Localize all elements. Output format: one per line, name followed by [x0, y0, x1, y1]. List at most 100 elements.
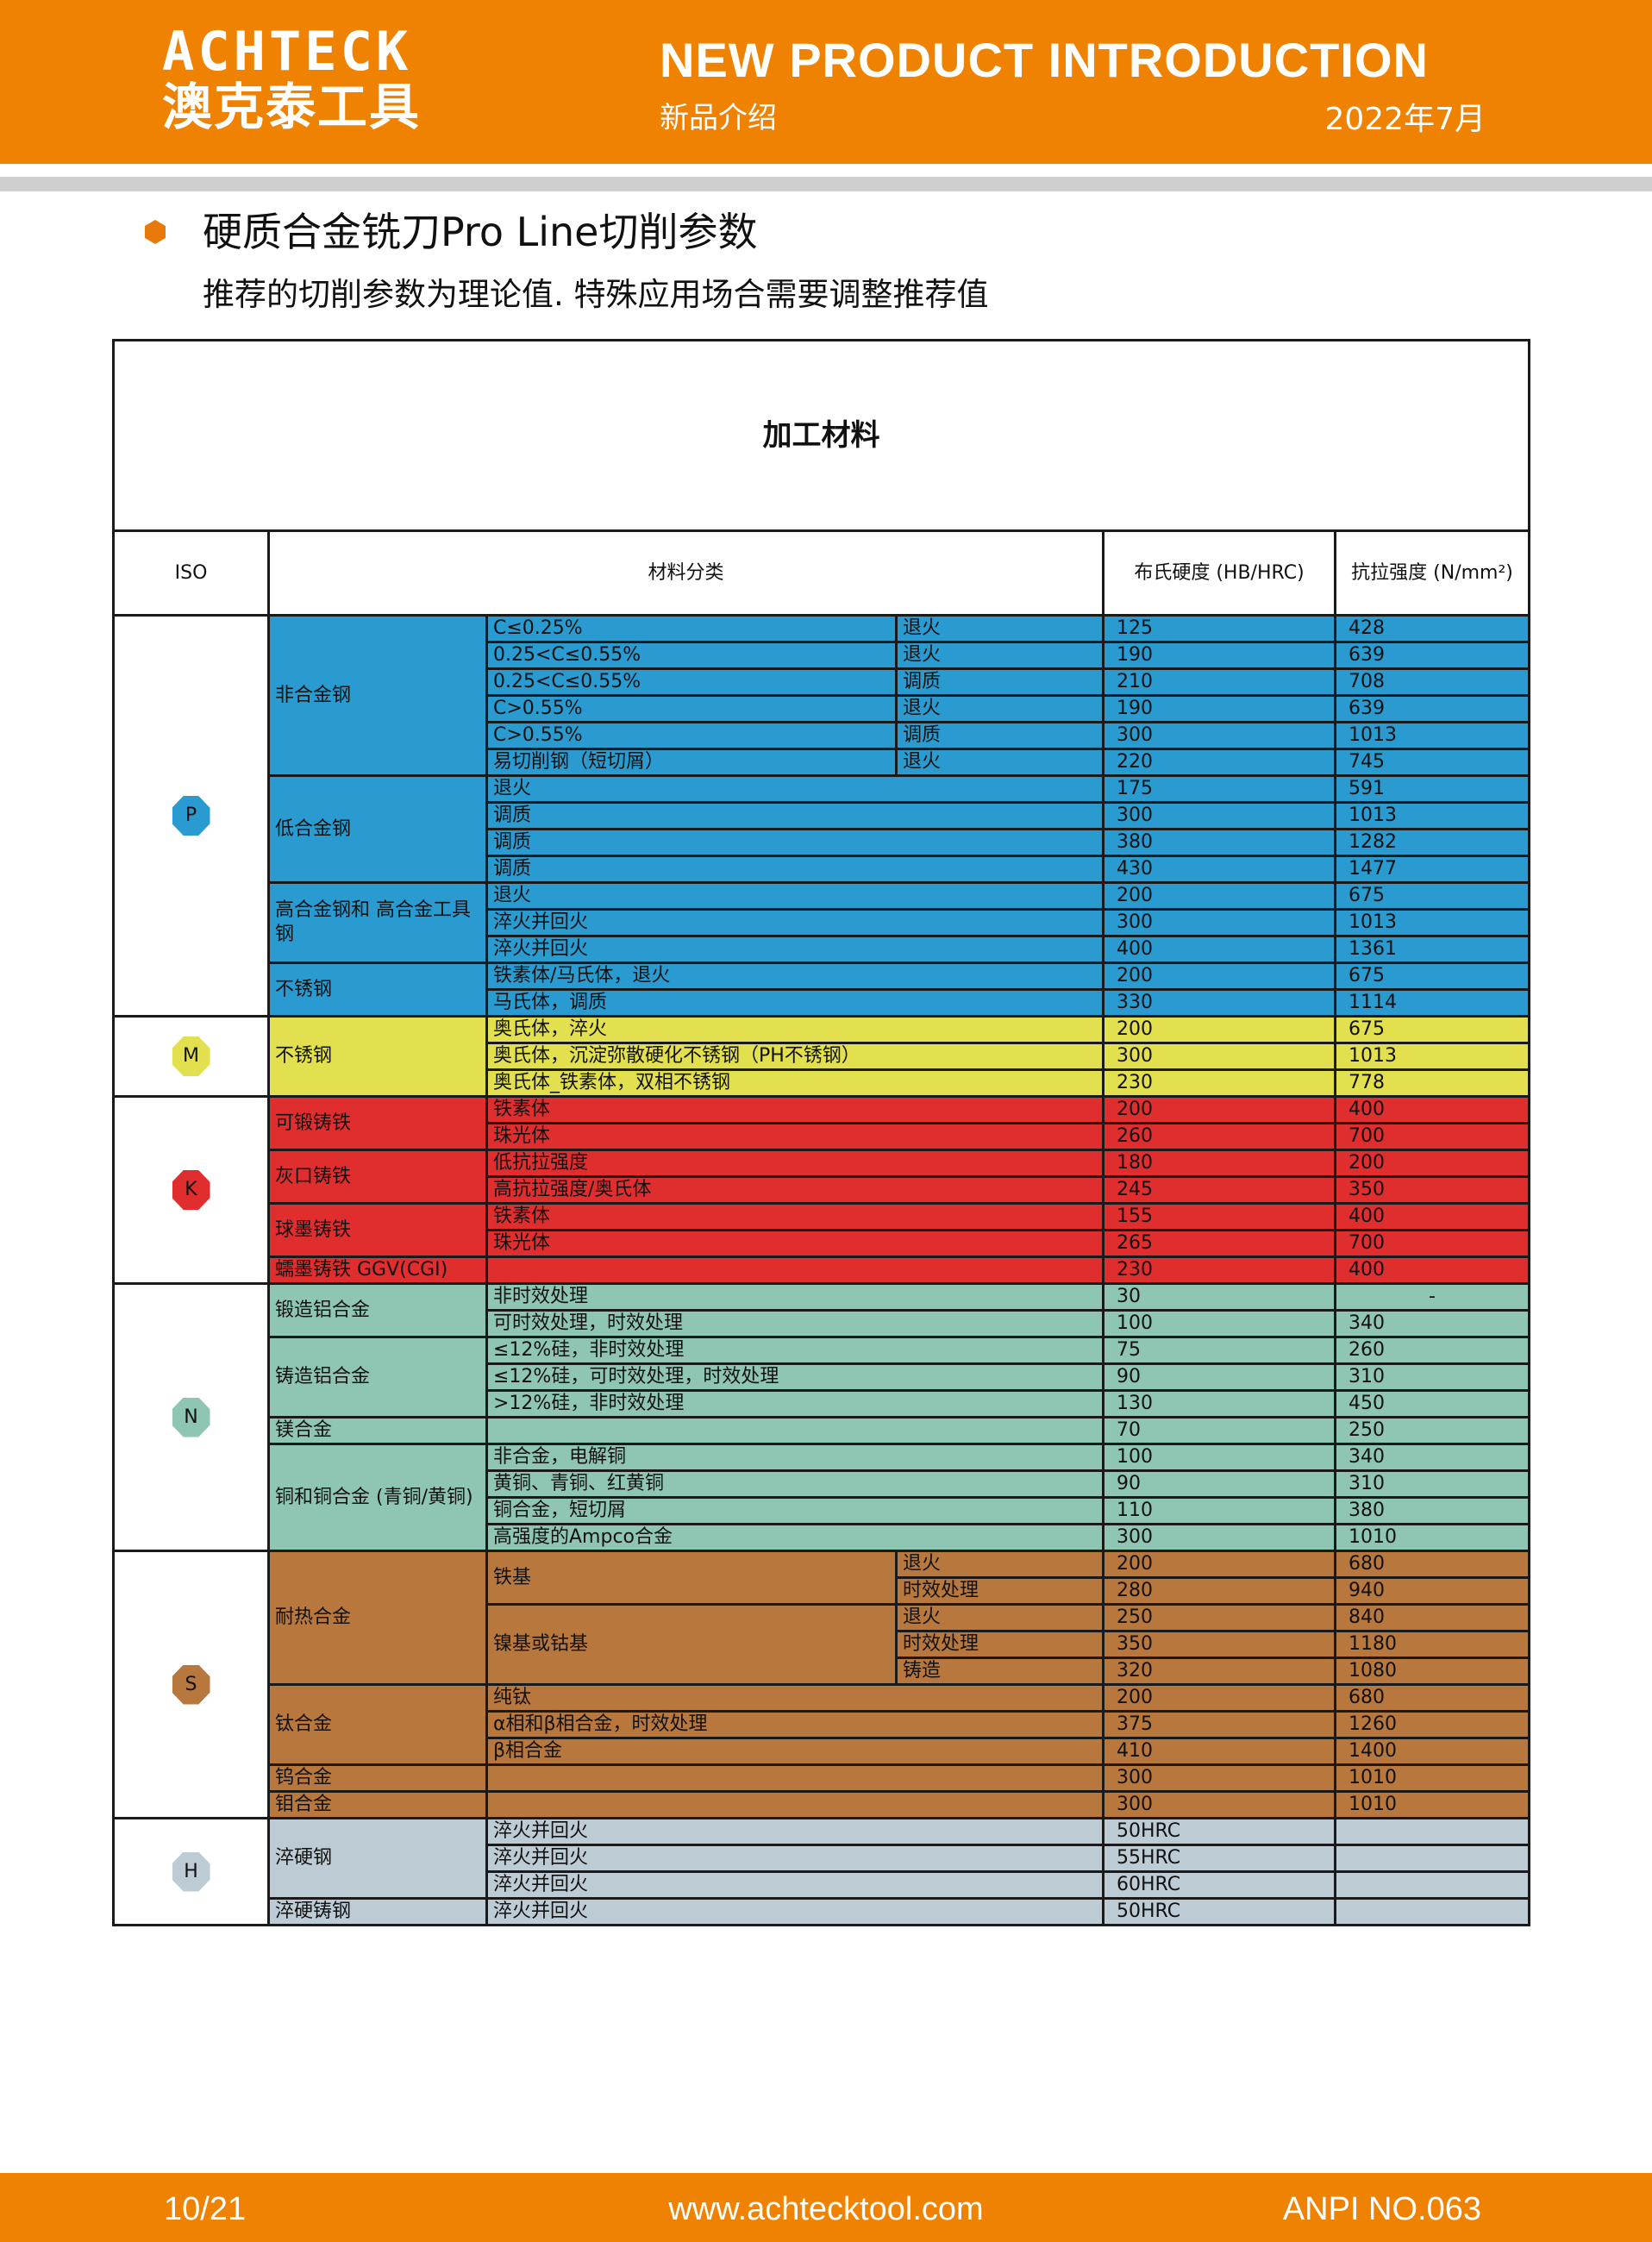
tensile-strength-value: 1361: [1333, 935, 1531, 964]
material-category: 不锈钢: [267, 961, 488, 1018]
document-number: ANPI NO.063: [1282, 2191, 1481, 2227]
table-row: 0.25<C≤0.55% 调质 210 708: [114, 667, 1531, 697]
tensile-strength-value: 700: [1333, 1122, 1531, 1151]
hardness-value: 245: [1102, 1175, 1336, 1205]
tensile-strength-value: 745: [1333, 748, 1531, 777]
hardness-value: 350: [1102, 1630, 1336, 1659]
table-row: 低合金钢 退火 175 591: [114, 774, 1531, 884]
table-row: 时效处理 350 1180: [114, 1630, 1531, 1659]
tensile-strength-value: 1080: [1333, 1656, 1531, 1686]
table-row: 钼合金 300 1010: [114, 1790, 1531, 1819]
heat-treatment: 时效处理: [895, 1630, 1104, 1659]
table-row: 珠光体 260 700: [114, 1122, 1531, 1151]
tensile-strength-value: 450: [1333, 1389, 1531, 1418]
logo-english: ACHTECK: [162, 20, 412, 83]
table-row: 调质 300 1013: [114, 801, 1531, 830]
material-category: 钨合金: [267, 1763, 488, 1793]
table-row: 黄铜、青铜、红黄铜 90 310: [114, 1469, 1531, 1499]
hardness-value: 190: [1102, 641, 1336, 670]
iso-m-badge-icon: M: [172, 1036, 210, 1076]
hardness-value: 155: [1102, 1202, 1336, 1231]
table-row: M 不锈钢 奥氏体，淬火 200 675: [112, 1015, 1531, 1098]
material-category: 铜和铜合金 (青铜/黄铜): [267, 1443, 488, 1552]
material-subcategory: 珠光体: [485, 1122, 1104, 1151]
iso-p-badge-icon: P: [172, 796, 210, 836]
iso-cell: K: [112, 1095, 270, 1285]
material-subcategory: 铁素体: [485, 1095, 1104, 1124]
hardness-value: 230: [1102, 1256, 1336, 1285]
tensile-strength-value: -: [1333, 1282, 1531, 1312]
header-title-cn: 新品介绍: [660, 101, 777, 135]
table-caption-row: 加工材料: [111, 339, 1531, 532]
table-row: α相和β相合金，时效处理 375 1260: [114, 1710, 1531, 1739]
material-subcategory: β相合金: [485, 1737, 1104, 1766]
material-subcategory: 珠光体: [485, 1229, 1104, 1258]
hardness-value: 300: [1102, 1763, 1336, 1793]
material-subcategory: C>0.55%: [485, 721, 898, 750]
heat-treatment: 铸造: [895, 1656, 1104, 1686]
hardness-value: 300: [1102, 1523, 1336, 1552]
material-subcategory: 淬火并回火: [485, 908, 1104, 937]
hexagon-bullet-icon: [145, 220, 166, 244]
tensile-strength-value: 380: [1333, 1496, 1531, 1525]
tensile-strength-value: [1333, 1817, 1531, 1846]
tensile-strength-value: 350: [1333, 1175, 1531, 1205]
tensile-strength-value: 1282: [1333, 828, 1531, 857]
tensile-strength-value: 1400: [1333, 1737, 1531, 1766]
tensile-strength-value: 778: [1333, 1068, 1531, 1098]
material-subcategory: [485, 1790, 1104, 1819]
header-iso: ISO: [112, 529, 270, 617]
hardness-value: 175: [1102, 774, 1336, 804]
heat-treatment: 调质: [895, 667, 1104, 697]
tensile-strength-value: 1114: [1333, 988, 1531, 1018]
material-subcategory: C≤0.25%: [485, 614, 898, 643]
hardness-value: 55HRC: [1102, 1844, 1336, 1873]
table-row: 淬火并回火 60HRC: [114, 1870, 1531, 1900]
table-row: 马氏体，调质 330 1114: [114, 988, 1531, 1018]
hardness-value: 190: [1102, 694, 1336, 723]
hardness-value: 200: [1102, 961, 1336, 991]
material-category: 灰口铸铁: [267, 1149, 488, 1205]
hardness-value: 100: [1102, 1443, 1336, 1472]
iso-cell: N: [112, 1282, 270, 1552]
hardness-value: 380: [1102, 828, 1336, 857]
table-row: 镍基或钴基 退火 250 840: [114, 1603, 1531, 1686]
table-row: 易切削钢（短切屑） 退火 220 745: [114, 748, 1531, 777]
tensile-strength-value: 1013: [1333, 721, 1531, 750]
tensile-strength-value: [1333, 1844, 1531, 1873]
tensile-strength-value: 1010: [1333, 1523, 1531, 1552]
table-row: 高强度的Ampco合金 300 1010: [114, 1523, 1531, 1552]
hardness-value: 180: [1102, 1149, 1336, 1178]
website-link[interactable]: www.achtecktool.com: [668, 2191, 984, 2227]
table-row: N 锻造铝合金 非时效处理 30-: [112, 1282, 1531, 1552]
hardness-value: 200: [1102, 881, 1336, 911]
tensile-strength-value: 428: [1333, 614, 1531, 643]
material-subcategory: 0.25<C≤0.55%: [485, 641, 898, 670]
heat-treatment: 退火: [895, 694, 1104, 723]
material-subcategory: 黄铜、青铜、红黄铜: [485, 1469, 1104, 1499]
iso-cell: P: [112, 614, 270, 1018]
divider-band: [0, 177, 1652, 191]
hardness-value: 50HRC: [1102, 1817, 1336, 1846]
material-category: 钼合金: [267, 1790, 488, 1819]
material-subcategory: 可时效处理，时效处理: [485, 1309, 1104, 1338]
material-subcategory: 奥氏体，淬火: [485, 1015, 1104, 1044]
header-strength: 抗拉强度 (N/mm²): [1333, 529, 1531, 617]
page-number: 10/21: [164, 2191, 247, 2227]
table-row: C>0.55% 调质 300 1013: [114, 721, 1531, 750]
material-category: 淬硬钢: [267, 1817, 488, 1900]
material-subcategory: 奥氏体，沉淀弥散硬化不锈钢（PH不锈钢）: [485, 1042, 1104, 1071]
material-category: 铸造铝合金: [267, 1336, 488, 1418]
material-subcategory: 奥氏体_铁素体，双相不锈钢: [485, 1068, 1104, 1098]
material-subcategory: 淬火并回火: [485, 1870, 1104, 1900]
material-subcategory: 铁基: [485, 1550, 898, 1606]
header-banner: ACHTECK 澳克泰工具 NEW PRODUCT INTRODUCTION 新…: [0, 0, 1652, 164]
tensile-strength-value: 400: [1333, 1202, 1531, 1231]
table-row: 镁合金 70 250: [114, 1416, 1531, 1445]
tensile-strength-value: 700: [1333, 1229, 1531, 1258]
table-row: 铜和铜合金 (青铜/黄铜) 非合金，电解铜 100 340: [114, 1443, 1531, 1552]
header-date: 2022年7月: [1324, 102, 1486, 137]
material-subcategory: [485, 1416, 1104, 1445]
material-subcategory: C>0.55%: [485, 694, 898, 723]
material-category: 淬硬铸钢: [267, 1897, 488, 1926]
